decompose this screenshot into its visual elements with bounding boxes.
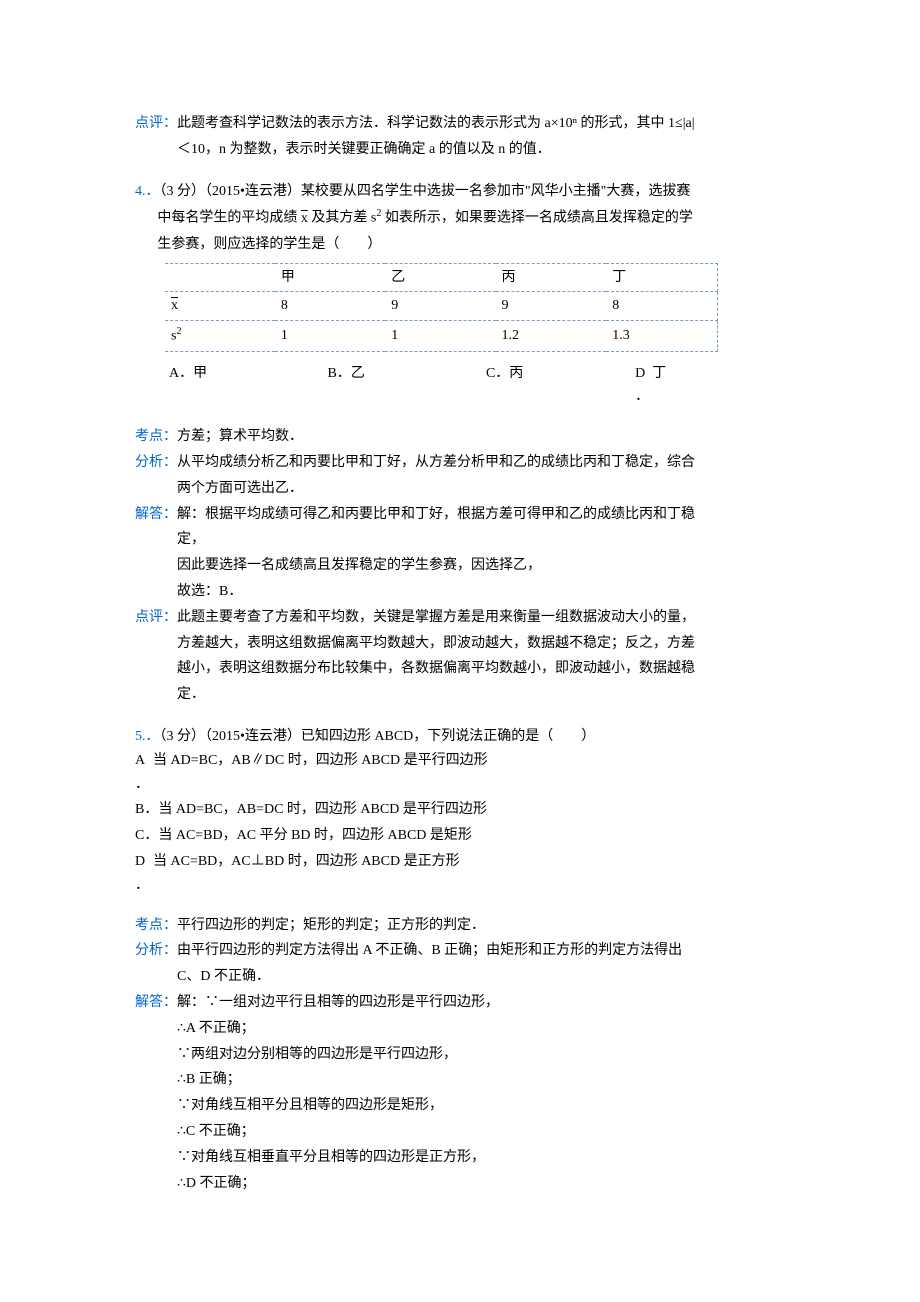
q5-jieda-l6: ∴C 不正确； (135, 1120, 790, 1144)
cell: 乙 (385, 263, 495, 292)
q5-fenxi-l1: 分析：由平行四边形的判定方法得出 A 不正确、B 正确；由矩形和正方形的判定方法… (135, 939, 790, 963)
jieda-label: 解答： (135, 995, 177, 1010)
q5-options: A ． 当 AD=BC，AB∥DC 时，四边形 ABCD 是平行四边形 B．当 … (135, 749, 790, 898)
q3-review-line1: 点评：此题考查科学记数法的表示方法．科学记数法的表示形式为 a×10ⁿ 的形式，… (135, 112, 790, 136)
q5-opt-A: A ． 当 AD=BC，AB∥DC 时，四边形 ABCD 是平行四边形 (135, 749, 790, 797)
q5-opt-C: C．当 AC=BD，AC 平分 BD 时，四边形 ABCD 是矩形 (135, 824, 790, 848)
opt-D-dot: ． (135, 878, 149, 893)
q5-kaodian: 考点：平行四边形的判定；矩形的判定；正方形的判定． (135, 914, 790, 938)
q4-stem-l2: 中每名学生的平均成绩 x 及其方差 s2 如表所示，如果要选择一名成绩高且发挥稳… (135, 205, 790, 230)
cell: 8 (606, 292, 717, 321)
q5-number: 5.． (135, 729, 160, 744)
cell: s2 (165, 321, 275, 351)
cell: 丙 (496, 263, 607, 292)
choice-D-text: 丁 (652, 366, 666, 381)
choice-D-letter: D (635, 366, 645, 381)
jieda-text-1: 解：∵一组对边平行且相等的四边形是平行四边形， (177, 995, 499, 1010)
q4-dianping-l4: 定． (135, 683, 790, 707)
table-row-xbar: x 8 9 9 8 (165, 292, 718, 321)
cell: 1.3 (606, 321, 717, 351)
q4-jieda-l1: 解答：解：根据平均成绩可得乙和丙要比甲和丁好，根据方差可得甲和乙的成绩比丙和丁稳 (135, 503, 790, 527)
q5-stem-text: （3 分）（2015•连云港）已知四边形 ABCD，下列说法正确的是（ ） (160, 729, 596, 744)
review-text-1: 此题考查科学记数法的表示方法．科学记数法的表示形式为 a×10ⁿ 的形式，其中 … (177, 116, 695, 131)
review-label: 点评： (135, 116, 177, 131)
q4-dianping-l3: 越小，表明这组数据分布比较集中，各数据偏离平均数越小，即波动越小，数据越稳 (135, 657, 790, 681)
kaodian-text: 平行四边形的判定；矩形的判定；正方形的判定． (177, 918, 485, 933)
cell: 1 (385, 321, 495, 351)
cell: 1.2 (496, 321, 607, 351)
dianping-label: 点评： (135, 610, 177, 625)
cell: 1 (275, 321, 385, 351)
opt-D-text: 当 AC=BD，AC⊥BD 时，四边形 ABCD 是正方形 (153, 850, 790, 898)
choice-C: C．丙 (482, 362, 631, 410)
jieda-text-1: 解：根据平均成绩可得乙和丙要比甲和丁好，根据方差可得甲和乙的成绩比丙和丁稳 (177, 507, 695, 522)
q4-dianping-l2: 方差越大，表明这组数据偏离平均数越大，即波动越大，数据越不稳定；反之，方差 (135, 632, 790, 656)
choice-A: A．甲 (165, 362, 324, 410)
cell: 丁 (606, 263, 717, 292)
q4-number: 4.． (135, 184, 160, 199)
q5-opt-B: B．当 AD=BC，AB=DC 时，四边形 ABCD 是平行四边形 (135, 798, 790, 822)
fenxi-label: 分析： (135, 455, 177, 470)
choice-B: B．乙 (324, 362, 482, 410)
opt-D-letter: D (135, 854, 145, 869)
q4-stem-l1: （3 分）（2015•连云港）某校要从四名学生中选拔一名参加市"风华小主播"大赛… (160, 184, 691, 199)
fenxi-text-1: 从平均成绩分析乙和丙要比甲和丁好，从方差分析甲和乙的成绩比丙和丁稳定，综合 (177, 455, 695, 470)
q4-fenxi-l2: 两个方面可选出乙． (135, 477, 790, 501)
q5-stem: 5.．（3 分）（2015•连云港）已知四边形 ABCD，下列说法正确的是（ ） (135, 725, 790, 749)
choice-D: D 丁 ． (631, 362, 725, 410)
q3-review-line2: ＜10，n 为整数，表示时关键要正确确定 a 的值以及 n 的值． (135, 138, 790, 162)
q5-jieda-l3: ∵两组对边分别相等的四边形是平行四边形， (135, 1043, 790, 1067)
choice-D-dot: ． (635, 389, 649, 404)
q5-opt-D: D ． 当 AC=BD，AC⊥BD 时，四边形 ABCD 是正方形 (135, 850, 790, 898)
q5-jieda-l2: ∴A 不正确； (135, 1017, 790, 1041)
q5-fenxi-l2: C、D 不正确． (135, 965, 790, 989)
kaodian-label: 考点： (135, 918, 177, 933)
q4-data-table: 甲 乙 丙 丁 x 8 9 9 8 s2 1 1 1.2 1.3 (165, 263, 718, 352)
q5-jieda-l8: ∴D 不正确； (135, 1172, 790, 1196)
dianping-text-1: 此题主要考查了方差和平均数，关键是掌握方差是用来衡量一组数据波动大小的量， (177, 610, 695, 625)
cell: 8 (275, 292, 385, 321)
cell: 9 (385, 292, 495, 321)
q4-kaodian: 考点：方差；算术平均数． (135, 425, 790, 449)
table-row-header: 甲 乙 丙 丁 (165, 263, 718, 292)
jieda-label: 解答： (135, 507, 177, 522)
table-row-s2: s2 1 1 1.2 1.3 (165, 321, 718, 351)
q5-jieda-l5: ∵对角线互相平分且相等的四边形是矩形， (135, 1094, 790, 1118)
q4-jieda-l4: 故选：B． (135, 580, 790, 604)
opt-A-letter: A (135, 753, 145, 768)
q4-jieda-l3: 因此要选择一名成绩高且发挥稳定的学生参赛，因选择乙， (135, 554, 790, 578)
kaodian-label: 考点： (135, 429, 177, 444)
opt-A-dot: ． (135, 777, 149, 792)
q5-jieda-l7: ∵对角线互相垂直平分且相等的四边形是正方形， (135, 1146, 790, 1170)
q4-choices: A．甲 B．乙 C．丙 D 丁 ． (165, 362, 725, 410)
q4-stem: 4.．（3 分）（2015•连云港）某校要从四名学生中选拔一名参加市"风华小主播… (135, 180, 790, 204)
q5-jieda-l4: ∴B 正确； (135, 1068, 790, 1092)
opt-A-text: 当 AD=BC，AB∥DC 时，四边形 ABCD 是平行四边形 (153, 749, 790, 797)
q4-stem-l3: 生参赛，则应选择的学生是（ ） (135, 233, 790, 257)
q5-jieda-l1: 解答：解：∵一组对边平行且相等的四边形是平行四边形， (135, 991, 790, 1015)
cell: 甲 (275, 263, 385, 292)
cell (165, 263, 275, 292)
q4-dianping-l1: 点评：此题主要考查了方差和平均数，关键是掌握方差是用来衡量一组数据波动大小的量， (135, 606, 790, 630)
q4-jieda-l2: 定， (135, 528, 790, 552)
fenxi-text-1: 由平行四边形的判定方法得出 A 不正确、B 正确；由矩形和正方形的判定方法得出 (177, 943, 682, 958)
cell: x (165, 292, 275, 321)
fenxi-label: 分析： (135, 943, 177, 958)
kaodian-text: 方差；算术平均数． (177, 429, 303, 444)
q4-fenxi-l1: 分析：从平均成绩分析乙和丙要比甲和丁好，从方差分析甲和乙的成绩比丙和丁稳定，综合 (135, 451, 790, 475)
cell: 9 (496, 292, 607, 321)
